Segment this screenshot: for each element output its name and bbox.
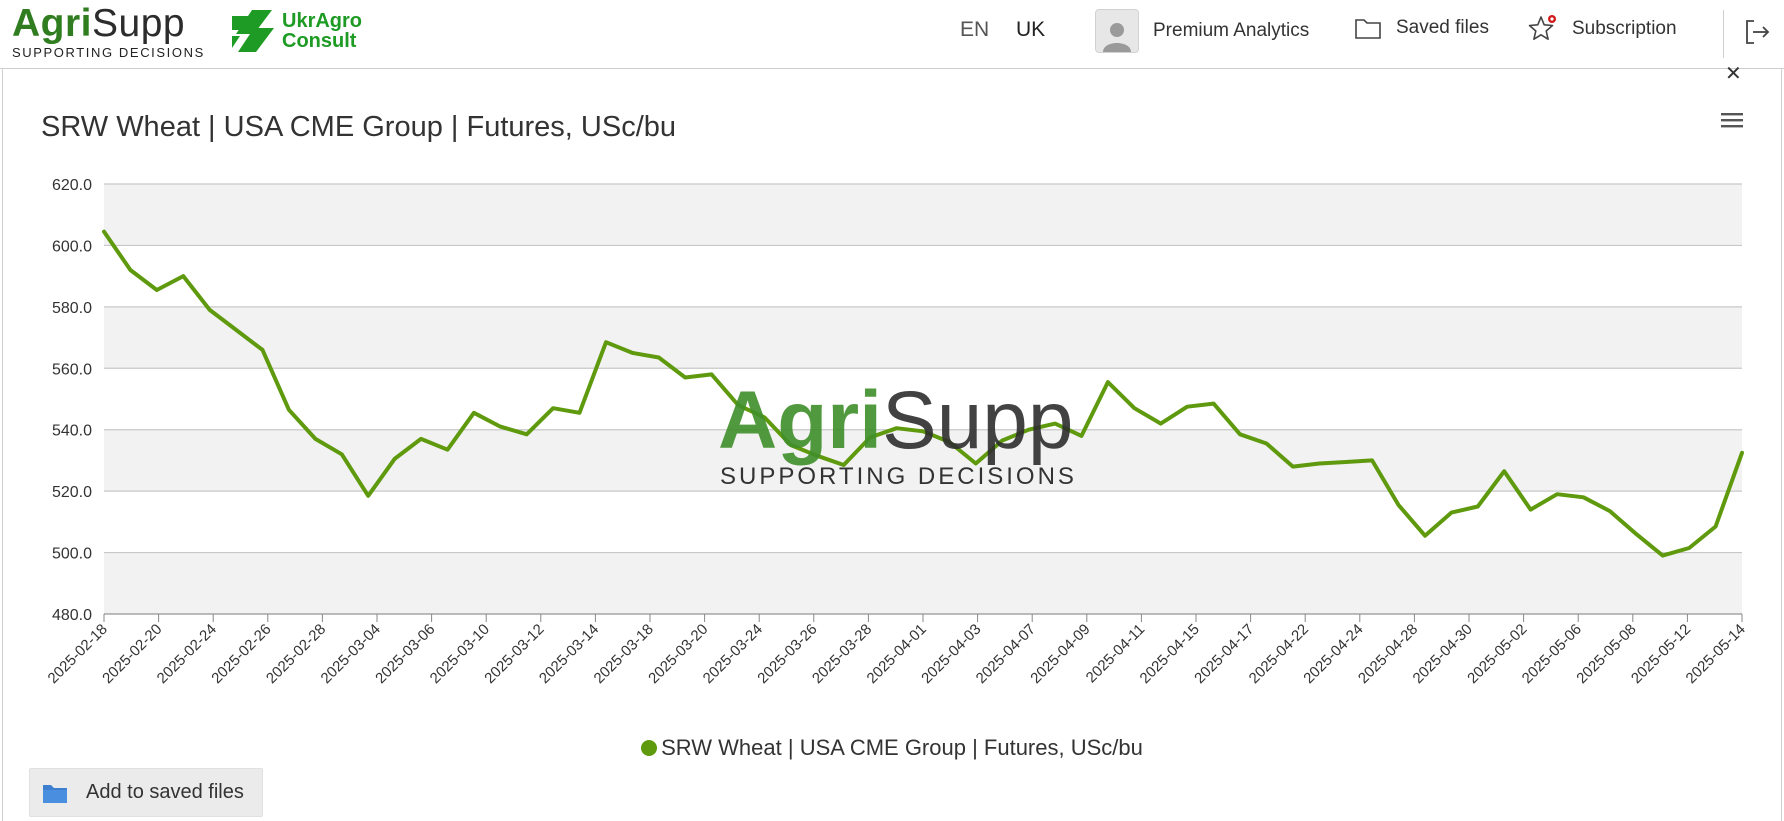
add-to-saved-files-label: Add to saved files <box>86 781 244 803</box>
legend-label: SRW Wheat | USA CME Group | Futures, USc… <box>661 735 1143 760</box>
folder-icon <box>42 782 68 804</box>
premium-analytics-link[interactable]: Premium Analytics <box>1095 9 1309 53</box>
partner-name: UkrAgro Consult <box>282 11 362 51</box>
premium-analytics-label: Premium Analytics <box>1153 20 1310 41</box>
chart-title: SRW Wheat | USA CME Group | Futures, USc… <box>41 111 677 143</box>
y-tick-label: 480.0 <box>52 607 92 624</box>
plot-band <box>104 306 1742 369</box>
legend-marker <box>641 740 658 756</box>
close-icon[interactable]: ✕ <box>1725 63 1742 85</box>
agrisupp-logo[interactable]: AgriSupp SUPPORTING DECISIONS <box>12 4 205 61</box>
ukragroconsult-logo[interactable]: UkrAgro Consult <box>228 8 362 54</box>
x-axis-labels: 2025-02-182025-02-202025-02-242025-02-26… <box>45 614 1749 687</box>
watermark-tagline: SUPPORTING DECISIONS <box>720 463 1077 490</box>
watermark-name-green: Agri <box>718 375 882 466</box>
y-tick-label: 620.0 <box>52 177 92 194</box>
add-to-saved-files-button[interactable]: Add to saved files <box>29 768 263 817</box>
top-header: AgriSupp SUPPORTING DECISIONS UkrAgro Co… <box>0 0 1784 69</box>
partner-line1: UkrAgro <box>282 10 363 32</box>
header-divider <box>1723 10 1724 58</box>
hamburger-menu-icon[interactable] <box>1721 111 1743 134</box>
lang-en-button[interactable]: EN <box>960 18 990 41</box>
partner-line2: Consult <box>282 30 357 52</box>
series-line-srw-wheat[interactable] <box>102 229 1744 558</box>
x-tick-label: 2025-05-14 <box>1683 621 1749 687</box>
x-tick-label: 2025-04-09 <box>1027 621 1093 687</box>
ukragro-leaf-icon <box>232 10 274 52</box>
subscription-link[interactable]: Subscription <box>1528 14 1677 44</box>
lang-uk-button[interactable]: UK <box>1016 18 1046 41</box>
series-layer <box>102 229 1744 558</box>
subscription-label: Subscription <box>1572 18 1677 39</box>
folder-icon <box>1354 16 1382 40</box>
brand-name-dark: Supp <box>92 2 186 45</box>
y-tick-label: 500.0 <box>52 546 92 563</box>
y-tick-label: 540.0 <box>52 423 92 440</box>
plot-band <box>104 552 1742 614</box>
watermark-logo: AgriSupp SUPPORTING DECISIONS <box>718 379 1077 491</box>
y-tick-label: 560.0 <box>52 361 92 378</box>
brand-name: AgriSupp <box>12 4 205 44</box>
user-avatar-icon <box>1095 9 1139 53</box>
watermark-name-dark: Supp <box>882 375 1074 466</box>
chart-panel: ✕ 480.0 500.0 520.0 540.0 560.0 580.0 600.0 620… <box>2 63 1782 821</box>
brand-name-green: Agri <box>12 2 92 45</box>
chart-canvas: 480.0 500.0 520.0 540.0 560.0 580.0 600.0 620.0… <box>45 177 1749 687</box>
y-tick-label: 580.0 <box>52 300 92 317</box>
plot-band <box>104 184 1742 246</box>
y-tick-label: 600.0 <box>52 238 92 255</box>
y-axis-labels: 480.0 500.0 520.0 540.0 560.0 580.0 600.0 620.0 <box>52 177 92 624</box>
logout-icon[interactable] <box>1744 18 1772 51</box>
saved-files-label: Saved files <box>1396 17 1489 38</box>
saved-files-link[interactable]: Saved files <box>1354 16 1489 40</box>
y-tick-label: 520.0 <box>52 484 92 501</box>
chart-legend[interactable]: SRW Wheat | USA CME Group | Futures, USc… <box>3 735 1781 761</box>
star-icon <box>1528 14 1558 44</box>
brand-tagline: SUPPORTING DECISIONS <box>12 45 205 60</box>
